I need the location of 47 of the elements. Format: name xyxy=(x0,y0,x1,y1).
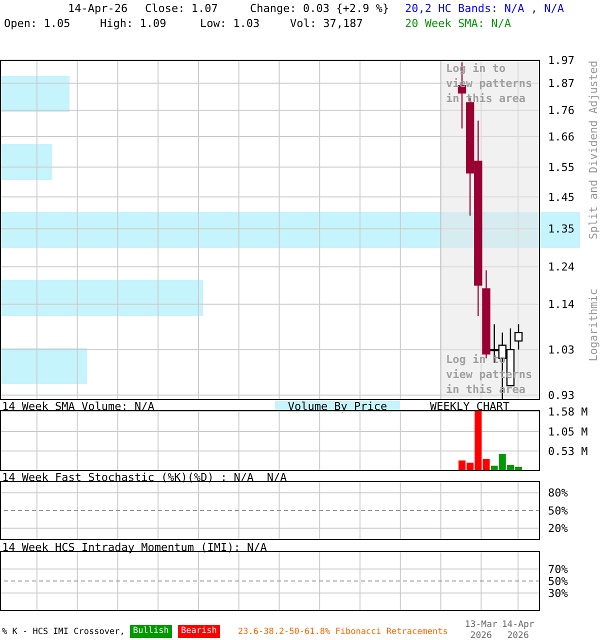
y-tick-label: 1.66 xyxy=(548,130,574,144)
text: Bearish xyxy=(178,625,220,638)
y-tick-label: 0.53 M xyxy=(548,444,588,458)
text: Change: 0.03 {+2.9 %} xyxy=(250,2,390,15)
bar xyxy=(0,280,203,316)
chart-title: 14 Week HCS Intraday Momentum (IMI): N/A xyxy=(2,541,267,554)
x-tick-label: 13-Mar 2026 xyxy=(464,620,498,640)
text: Close: 1.07 xyxy=(145,2,218,15)
chart-title: 14 Week SMA Volume: N/A xyxy=(2,400,154,413)
bar xyxy=(0,212,580,248)
y-tick-label: 80% xyxy=(548,486,568,500)
y-tick-label: 1.35 xyxy=(548,222,574,236)
text: High: 1.09 xyxy=(100,17,166,30)
y-tick-label: 1.45 xyxy=(548,190,574,204)
x-tick-label: 14-Apr 2026 xyxy=(502,620,535,640)
y-tick-label: 20% xyxy=(548,522,568,536)
text: Bullish xyxy=(130,625,172,638)
y-tick-label: 50% xyxy=(548,504,568,518)
y-tick-label: 50% xyxy=(548,574,568,588)
y-tick-label: 70% xyxy=(548,562,568,576)
y-tick-label: 1.14 xyxy=(548,298,575,312)
y-tick-label: 1.55 xyxy=(548,160,574,174)
y-tick-label: 1.58 M xyxy=(548,405,588,418)
candlestick xyxy=(514,324,523,350)
y-axis-title: Split and Dividend Adjusted xyxy=(587,60,600,240)
chart-title: 14 Week Fast Stochastic (%K)(%D) : N/A N/A xyxy=(2,471,287,484)
y-tick-label: 1.24 xyxy=(548,260,575,274)
text: 14-Apr-26 xyxy=(68,2,128,15)
text: Logarithmic xyxy=(587,288,600,362)
text: Vol: 37,187 xyxy=(290,17,363,30)
y-tick-label: 30% xyxy=(548,586,568,600)
bar xyxy=(0,348,87,384)
y-tick-label: 1.87 xyxy=(548,77,574,90)
y-tick-label: 1.97 xyxy=(548,54,574,67)
y-tick-label: 1.76 xyxy=(548,104,574,118)
text: 20,2 HC Bands: N/A , N/A xyxy=(405,2,564,15)
y-tick-label: 1.05 M xyxy=(548,425,588,438)
bar xyxy=(0,144,52,180)
text: % K - HCS IMI Crossover, xyxy=(2,627,125,638)
text: 20 Week SMA: N/A xyxy=(405,17,511,30)
bar xyxy=(0,76,70,112)
y-tick-label: 1.03 xyxy=(548,343,574,356)
annotation: WEEKLY CHART xyxy=(430,400,510,413)
y-tick-label: 0.93 xyxy=(548,389,574,402)
text: Low: 1.03 xyxy=(200,17,260,30)
text: 23.6-38.2-50-61.8% Fibonacci Retracements xyxy=(238,627,448,638)
text: Open: 1.05 xyxy=(4,17,70,30)
